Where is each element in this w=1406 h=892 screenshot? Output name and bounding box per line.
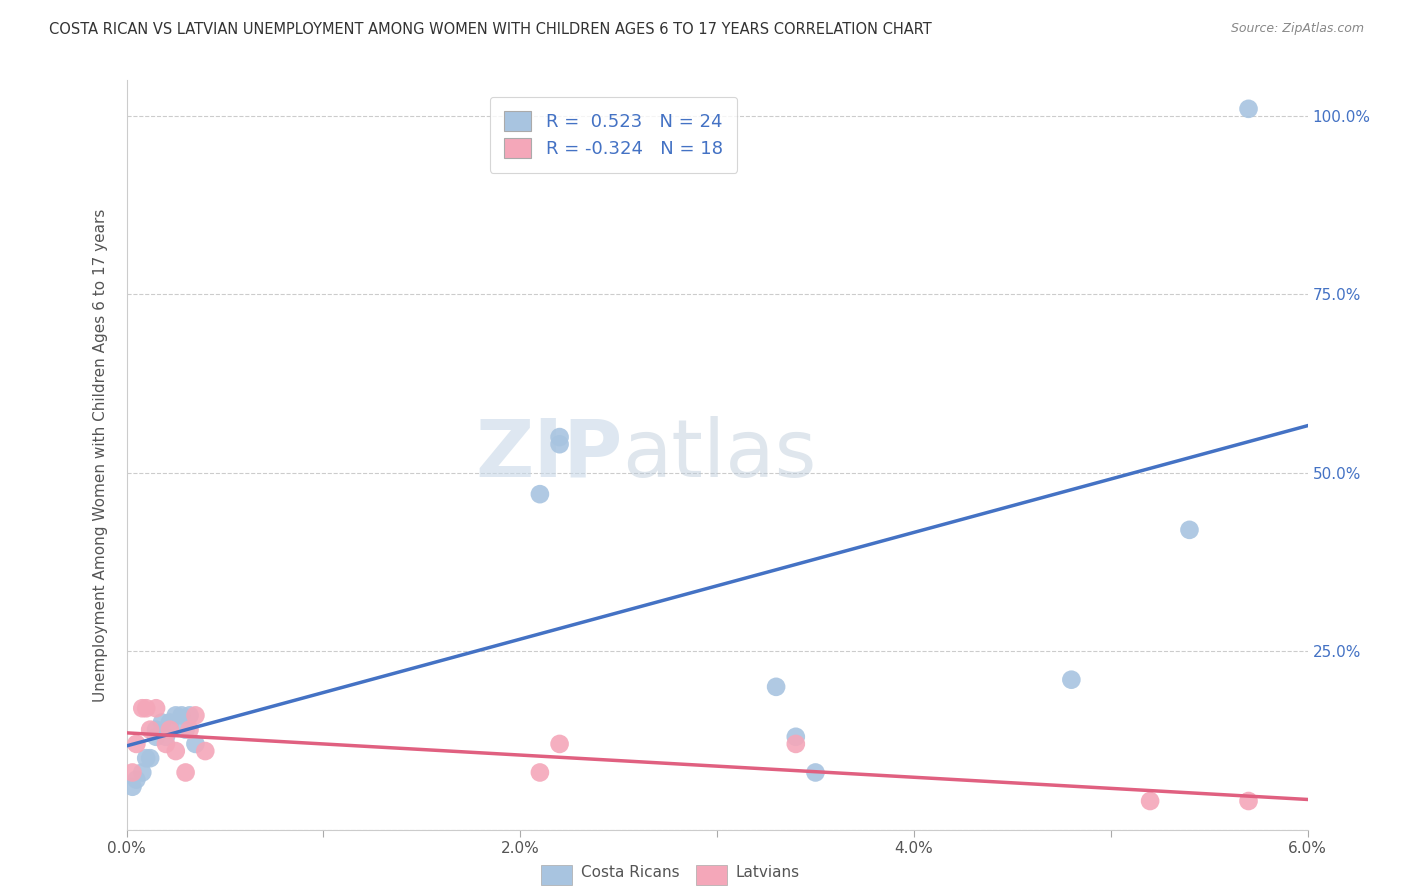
Point [139,751,162,765]
Point [174,723,197,737]
Point [184,737,207,751]
Point [155,737,177,751]
Text: ZIP: ZIP [475,416,623,494]
Point [1139,794,1161,808]
Text: Latvians: Latvians [735,865,800,880]
Point [184,708,207,723]
Point [131,701,153,715]
Point [150,715,173,730]
Point [121,780,143,794]
Point [155,730,177,744]
Point [548,430,571,444]
Point [179,723,201,737]
Point [125,737,148,751]
Text: Costa Ricans: Costa Ricans [581,865,679,880]
Point [121,765,143,780]
Point [179,708,201,723]
Point [1237,102,1260,116]
Point [804,765,827,780]
Point [145,701,167,715]
Point [785,737,807,751]
Point [159,723,181,737]
Text: Source: ZipAtlas.com: Source: ZipAtlas.com [1230,22,1364,36]
Point [765,680,787,694]
Text: COSTA RICAN VS LATVIAN UNEMPLOYMENT AMONG WOMEN WITH CHILDREN AGES 6 TO 17 YEARS: COSTA RICAN VS LATVIAN UNEMPLOYMENT AMON… [49,22,932,37]
Point [194,744,217,758]
Point [145,730,167,744]
Y-axis label: Unemployment Among Women with Children Ages 6 to 17 years: Unemployment Among Women with Children A… [93,208,108,702]
Point [135,751,157,765]
Point [131,765,153,780]
Point [1178,523,1201,537]
Text: atlas: atlas [623,416,817,494]
Point [165,744,187,758]
Point [174,765,197,780]
Point [145,723,167,737]
Point [125,772,148,787]
Point [1237,794,1260,808]
Point [548,437,571,451]
Point [159,715,181,730]
Point [1060,673,1083,687]
Point [139,723,162,737]
Point [529,765,551,780]
Point [165,708,187,723]
Point [135,701,157,715]
Point [548,737,571,751]
Legend: R =  0.523   N = 24, R = -0.324   N = 18: R = 0.523 N = 24, R = -0.324 N = 18 [489,97,737,173]
Point [170,708,193,723]
Point [529,487,551,501]
Point [785,730,807,744]
